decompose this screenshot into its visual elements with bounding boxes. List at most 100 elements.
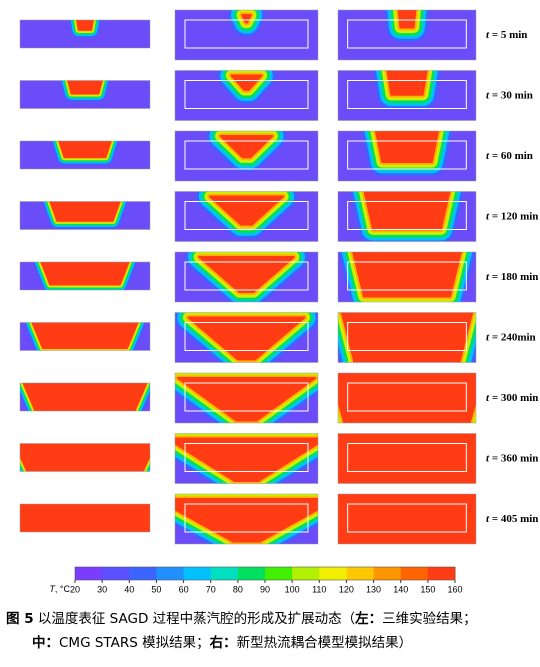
panel-frame bbox=[19, 503, 151, 533]
steam-chamber bbox=[340, 312, 474, 363]
steam-chamber bbox=[22, 383, 148, 411]
time-text: = 240min bbox=[492, 331, 536, 343]
panel-frame bbox=[174, 191, 319, 242]
temperature-panel bbox=[175, 373, 318, 423]
panel-frame bbox=[337, 9, 477, 61]
model-outline bbox=[184, 322, 309, 351]
panel-frame bbox=[174, 312, 319, 363]
colorbar-tick-label: 50 bbox=[151, 584, 161, 594]
model-outline bbox=[347, 261, 467, 291]
colorbar-segment bbox=[102, 567, 130, 580]
time-label: t = 180 min bbox=[486, 271, 538, 283]
caption-segment: 新型热流耦合模型模拟结果） bbox=[237, 635, 413, 651]
model-outline bbox=[347, 322, 467, 351]
temperature-panel bbox=[175, 131, 318, 181]
caption-segment: 左： bbox=[354, 610, 382, 627]
time-label: t = 30 min bbox=[486, 89, 533, 101]
colorbar-tick-label: 160 bbox=[447, 584, 462, 594]
time-text: = 30 min bbox=[492, 89, 533, 101]
model-outline bbox=[347, 19, 467, 49]
panel-frame bbox=[19, 80, 151, 109]
time-var: t bbox=[486, 331, 490, 343]
caption-line: 图 5 以温度表征 SAGD 过程中蒸汽腔的形成及扩展动态（左：三维实验结果； bbox=[6, 610, 477, 627]
panel-frame bbox=[174, 372, 319, 424]
temperature-panel bbox=[338, 252, 476, 302]
temperature-panel bbox=[20, 80, 150, 109]
colorbar-tick-label: 150 bbox=[420, 584, 435, 594]
time-var: t bbox=[486, 513, 490, 525]
caption-segment: 右： bbox=[210, 634, 237, 651]
steam-chamber bbox=[31, 322, 139, 350]
colorbar-segment bbox=[373, 567, 402, 580]
model-outline bbox=[184, 201, 309, 230]
steam-chamber bbox=[209, 195, 284, 226]
panel-frame bbox=[337, 251, 477, 303]
colorbar-tick-label: 120 bbox=[339, 584, 354, 594]
colorbar-segment bbox=[129, 567, 157, 580]
panel-frame bbox=[174, 70, 319, 121]
caption-segment: 图 5 bbox=[6, 611, 34, 627]
time-text: = 120 min bbox=[492, 210, 539, 222]
time-var: t bbox=[486, 452, 490, 464]
steam-chamber bbox=[20, 443, 150, 472]
model-outline bbox=[347, 80, 467, 109]
colorbar-segment bbox=[183, 567, 212, 580]
panel-frame bbox=[337, 191, 477, 242]
model-outline bbox=[184, 19, 309, 49]
colorbar-tick-label: 60 bbox=[179, 584, 189, 594]
model-outline bbox=[347, 443, 467, 472]
time-text: = 360 min bbox=[492, 452, 539, 464]
steam-chamber bbox=[386, 70, 428, 96]
panel-frame bbox=[337, 372, 477, 424]
colorbar-segment bbox=[156, 567, 185, 580]
time-label: t = 60 min bbox=[486, 150, 533, 162]
steam-chamber bbox=[338, 373, 476, 423]
temperature-panel bbox=[338, 70, 476, 121]
colorbar-segment bbox=[210, 567, 239, 580]
panel-frame bbox=[337, 493, 477, 545]
colorbar-segment bbox=[75, 567, 103, 580]
panel-frame bbox=[174, 433, 319, 484]
panel-frame bbox=[337, 70, 477, 121]
caption-segment: 以温度表征 SAGD 过程中蒸汽腔的形成及扩展动态（ bbox=[34, 611, 356, 627]
temperature-panel bbox=[20, 383, 150, 411]
model-outline bbox=[347, 382, 467, 412]
time-var: t bbox=[486, 29, 490, 41]
time-var: t bbox=[486, 210, 490, 222]
temperature-panel bbox=[338, 10, 476, 60]
time-text: = 60 min bbox=[492, 150, 533, 162]
temperature-panel bbox=[175, 70, 318, 121]
time-label: t = 240min bbox=[486, 331, 536, 343]
panel-frame bbox=[174, 9, 319, 61]
time-label: t = 120 min bbox=[486, 210, 538, 222]
temperature-panel bbox=[20, 20, 150, 48]
caption-segment: 中： bbox=[32, 634, 59, 651]
colorbar-tick-label: 110 bbox=[312, 584, 326, 594]
panel-frame bbox=[174, 493, 319, 545]
time-text: = 405 min bbox=[492, 513, 539, 525]
model-outline bbox=[184, 503, 309, 533]
panel-frame bbox=[19, 443, 151, 472]
steam-chamber bbox=[76, 20, 94, 31]
steam-chamber bbox=[352, 252, 462, 298]
steam-chamber bbox=[175, 498, 318, 543]
panel-frame bbox=[19, 201, 151, 230]
temperature-panel bbox=[20, 201, 150, 230]
colorbar-var: T bbox=[49, 584, 56, 594]
steam-chamber bbox=[40, 262, 130, 286]
time-var: t bbox=[486, 89, 490, 101]
panel-frame bbox=[337, 433, 477, 484]
panel-frame bbox=[19, 19, 151, 49]
colorbar-tick-label: 100 bbox=[285, 584, 300, 594]
colorbar-segment bbox=[346, 567, 375, 580]
colorbar-segment bbox=[319, 567, 347, 580]
colorbar-tick-label: 80 bbox=[233, 584, 243, 594]
steam-chamber bbox=[187, 316, 306, 361]
model-outline bbox=[347, 201, 467, 230]
panel-frame bbox=[337, 312, 477, 363]
temperature-panel bbox=[175, 10, 318, 60]
temperature-panel bbox=[338, 494, 476, 544]
model-outline bbox=[184, 443, 309, 472]
colorbar-segment bbox=[265, 567, 293, 580]
